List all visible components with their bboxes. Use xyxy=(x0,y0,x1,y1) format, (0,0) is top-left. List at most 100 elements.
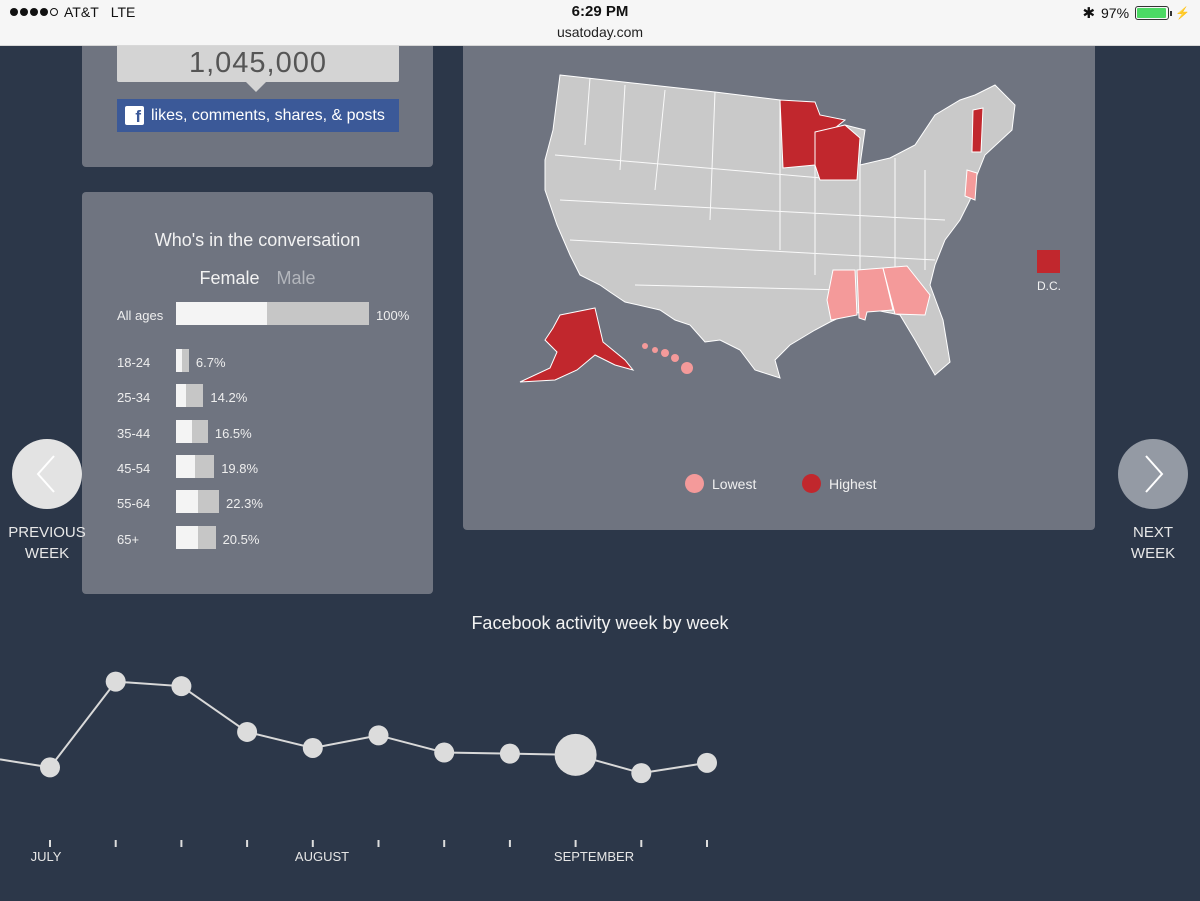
female-segment-45-54 xyxy=(176,454,196,478)
female-segment-65plus xyxy=(176,525,198,549)
carrier-name: AT&T xyxy=(64,4,99,20)
male-segment-45-54 xyxy=(195,454,215,478)
week-point-5[interactable] xyxy=(368,725,389,746)
female-segment-35-44 xyxy=(176,419,192,443)
state-ms xyxy=(826,269,858,321)
age-label-55-64: 55-64 xyxy=(117,496,151,512)
age-label-25-34: 25-34 xyxy=(117,390,151,406)
age-bar-45-54 xyxy=(176,454,215,478)
demographics-title: Who's in the conversation xyxy=(154,230,361,250)
state-wi xyxy=(814,124,861,181)
age-label-18-24: 18-24 xyxy=(117,355,151,370)
male-label: Male xyxy=(276,268,316,288)
chevron-left-icon xyxy=(36,455,55,493)
state-nj xyxy=(964,169,978,201)
week-point-6[interactable] xyxy=(434,742,455,763)
dc-marker[interactable] xyxy=(1037,250,1060,273)
week-point-1[interactable] xyxy=(105,671,126,692)
facebook-icon: f xyxy=(125,106,144,125)
male-segment-35-44 xyxy=(191,419,208,443)
week-point-7[interactable] xyxy=(499,743,520,764)
week-point-3[interactable] xyxy=(237,721,258,742)
age-pct-65plus: 20.5% xyxy=(222,531,260,547)
dc-label: D.C. xyxy=(1037,279,1061,293)
male-segment-55-64 xyxy=(197,490,220,514)
month-label-august: AUGUST xyxy=(295,849,349,864)
week-point-10[interactable] xyxy=(697,752,717,773)
signal-strength-icon xyxy=(10,8,58,16)
legend-lowest-label: Lowest xyxy=(712,475,757,492)
weekly-activity-chart[interactable]: JULY AUGUST SEPTEMBER xyxy=(0,640,1200,880)
age-pct-all: 100% xyxy=(376,308,410,323)
count-pointer xyxy=(246,82,266,92)
male-segment-65plus xyxy=(197,525,216,549)
male-segment-all xyxy=(266,302,369,325)
male-segment-25-34 xyxy=(186,384,204,408)
legend-lowest: Lowest xyxy=(685,474,756,493)
previous-line2: WEEK xyxy=(24,545,70,562)
state-vt xyxy=(971,107,984,153)
age-bar-all xyxy=(176,302,369,325)
week-point-9[interactable] xyxy=(631,763,652,784)
female-segment-55-64 xyxy=(176,490,198,514)
next-week-label[interactable]: NEXT WEEK xyxy=(1112,522,1194,564)
status-left: AT&T LTE xyxy=(10,4,135,20)
status-right: ✱ 97% ⚡ xyxy=(1082,4,1190,22)
battery-percent: 97% xyxy=(1101,5,1130,21)
age-pct-18-24: 6.7% xyxy=(195,355,226,370)
age-bar-25-34 xyxy=(176,384,204,408)
us-states-map[interactable] xyxy=(515,70,1075,390)
battery-fill xyxy=(1137,8,1167,18)
legend-highest-dot xyxy=(802,474,821,493)
age-label-all: All ages xyxy=(117,308,164,323)
female-segment-all xyxy=(176,302,267,325)
legend-highest-label: Highest xyxy=(829,475,877,492)
age-pct-45-54: 19.8% xyxy=(221,460,259,476)
female-segment-25-34 xyxy=(176,384,187,408)
chart-title: Facebook activity week by week xyxy=(471,613,729,633)
gender-legend: Female Male xyxy=(82,268,433,289)
age-label-35-44: 35-44 xyxy=(117,425,151,441)
month-label-september: SEPTEMBER xyxy=(554,849,634,864)
male-segment-18-24 xyxy=(182,349,189,372)
legend-highest: Highest xyxy=(802,474,876,493)
charging-icon: ⚡ xyxy=(1175,6,1190,20)
week-point-4[interactable] xyxy=(302,737,323,758)
state-ga xyxy=(882,265,931,316)
female-label: Female xyxy=(199,268,260,288)
age-pct-25-34: 14.2% xyxy=(210,390,248,406)
next-line1: NEXT xyxy=(1132,524,1173,541)
female-segment-18-24 xyxy=(176,349,183,372)
age-bar-65plus xyxy=(176,525,216,549)
url-bar[interactable]: usatoday.com xyxy=(556,24,644,40)
activity-count: 1,045,000 xyxy=(117,44,399,82)
network-type: LTE xyxy=(110,4,136,20)
previous-week-label[interactable]: PREVIOUS WEEK xyxy=(6,522,88,564)
week-point-2[interactable] xyxy=(171,676,192,697)
age-bar-18-24 xyxy=(176,349,189,372)
bluetooth-icon: ✱ xyxy=(1082,5,1096,22)
age-label-65plus: 65+ xyxy=(117,531,140,547)
status-bar: AT&T LTE 6:29 PM usatoday.com ✱ 97% ⚡ xyxy=(0,0,1200,46)
age-pct-55-64: 22.3% xyxy=(226,496,263,512)
week-point-selected[interactable] xyxy=(554,733,597,776)
week-point-0[interactable] xyxy=(40,757,60,778)
facebook-activity-label: f likes, comments, shares, & posts xyxy=(117,99,399,132)
clock: 6:29 PM xyxy=(571,3,629,20)
chevron-right-icon xyxy=(1145,455,1164,493)
legend-lowest-dot xyxy=(685,474,704,493)
age-pct-35-44: 16.5% xyxy=(214,425,252,441)
previous-line1: PREVIOUS xyxy=(8,524,86,541)
age-bar-35-44 xyxy=(176,419,208,443)
demographics-panel xyxy=(82,192,433,594)
month-label-july: JULY xyxy=(31,849,62,864)
age-bar-55-64 xyxy=(176,490,220,514)
age-label-45-54: 45-54 xyxy=(117,460,151,476)
next-week-button[interactable] xyxy=(1118,439,1188,509)
battery-icon xyxy=(1135,6,1173,20)
state-ak xyxy=(519,307,635,383)
state-hi xyxy=(642,343,693,374)
next-line2: WEEK xyxy=(1130,545,1176,562)
fb-label-text: likes, comments, shares, & posts xyxy=(151,106,385,124)
previous-week-button[interactable] xyxy=(12,439,82,509)
